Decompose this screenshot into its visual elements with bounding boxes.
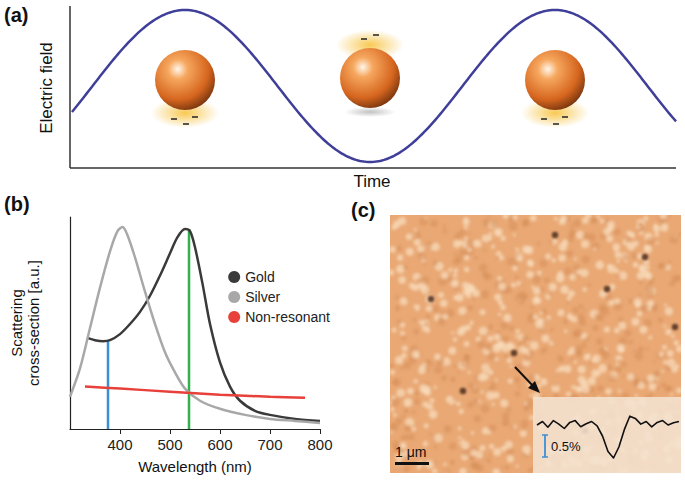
svg-text:0.5%: 0.5% — [551, 439, 581, 454]
svg-text:Non-resonant: Non-resonant — [245, 309, 330, 325]
svg-text:400: 400 — [107, 436, 132, 453]
svg-text:cross-section [a.u.]: cross-section [a.u.] — [25, 260, 42, 386]
svg-text:Time: Time — [353, 172, 390, 191]
svg-text:(a): (a) — [4, 4, 28, 26]
html-text:(b): (b) — [4, 193, 30, 215]
svg-text:Gold: Gold — [245, 269, 275, 285]
svg-text:700: 700 — [257, 436, 282, 453]
svg-text:(c): (c) — [351, 199, 375, 221]
svg-text:Scattering: Scattering — [8, 289, 25, 357]
svg-text:800: 800 — [307, 436, 332, 453]
svg-text:Electric field: Electric field — [37, 42, 56, 134]
svg-text:600: 600 — [207, 436, 232, 453]
svg-text:500: 500 — [157, 436, 182, 453]
svg-text:1 μm: 1 μm — [395, 444, 426, 460]
svg-text:Silver: Silver — [245, 289, 280, 305]
svg-text:Wavelength (nm): Wavelength (nm) — [138, 458, 252, 475]
